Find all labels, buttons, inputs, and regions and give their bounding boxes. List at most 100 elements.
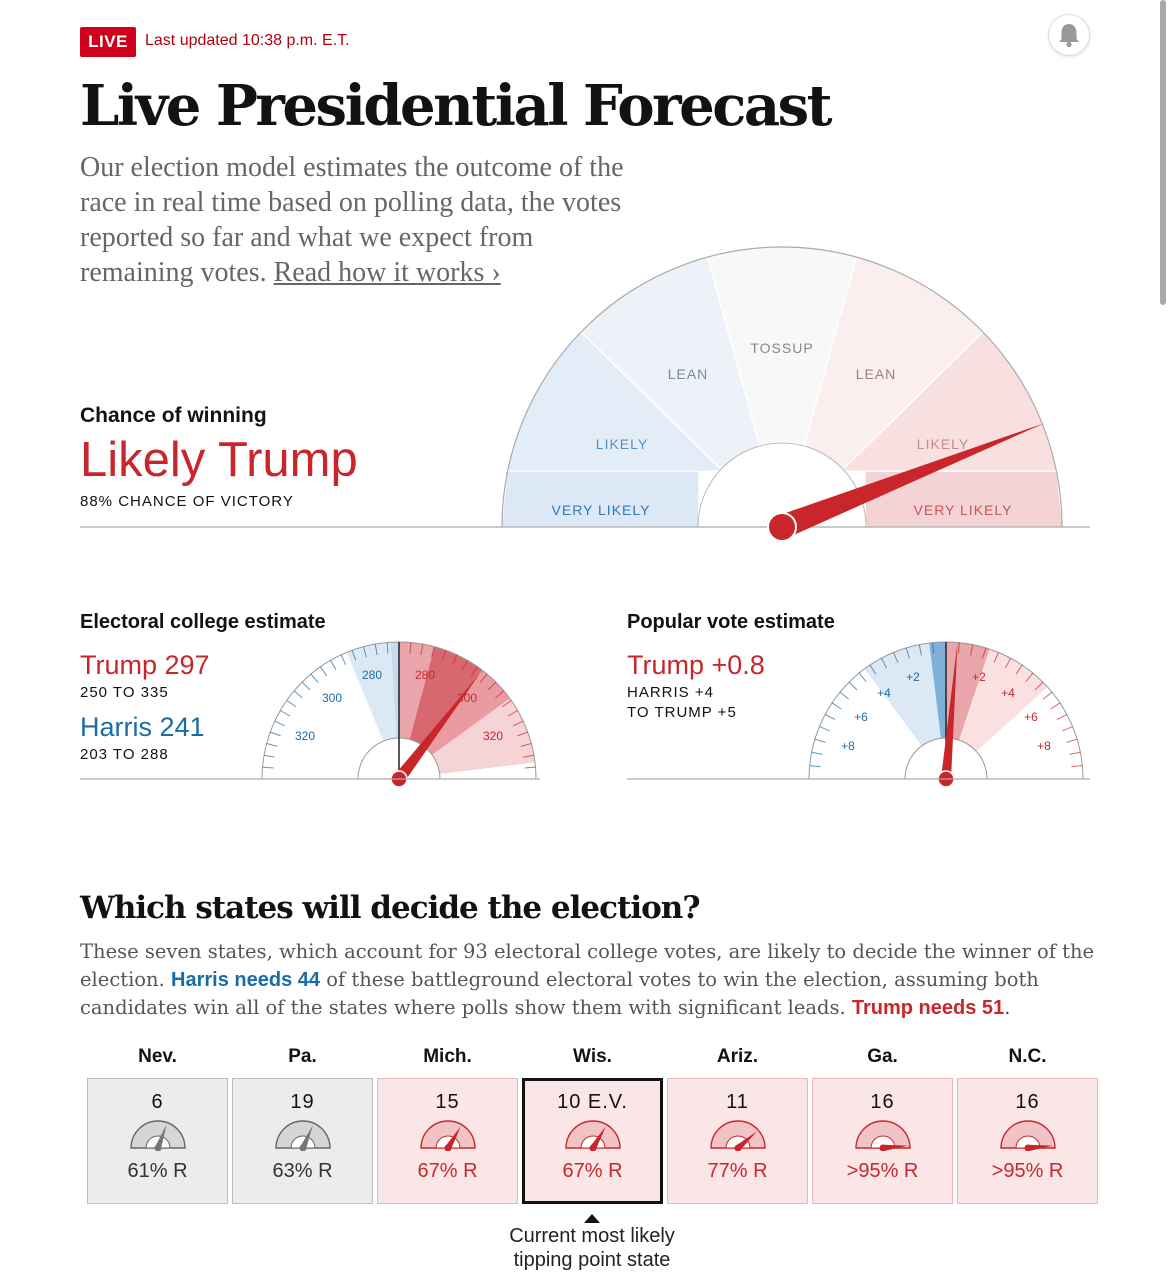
mini-gauge-needle <box>882 1144 908 1152</box>
state-electoral-votes: 11 <box>726 1091 749 1113</box>
gauge-tick <box>1004 657 1012 669</box>
gauge-tick <box>487 681 497 691</box>
state-card-nc[interactable]: N.C. 16 >95% R <box>957 1044 1098 1204</box>
pv-tick-label-left-8: +8 <box>841 739 855 753</box>
read-how-it-works-link[interactable]: Read how it works › <box>273 257 501 288</box>
chance-of-winning-value: Likely Trump <box>80 433 358 487</box>
state-box[interactable]: 16 >95% R <box>812 1078 953 1204</box>
states-section-title: Which states will decide the election? <box>80 890 700 926</box>
mini-gauge-arc <box>999 1120 1056 1149</box>
state-electoral-votes: 16 <box>870 1091 895 1113</box>
mini-gauge-pivot <box>299 1144 306 1152</box>
electoral-trump-value: Trump 297 <box>80 650 210 680</box>
trump-needs-text: Trump needs 51 <box>851 997 1005 1019</box>
ec-tick-label-left-280: 280 <box>362 668 382 682</box>
gauge-tick <box>1069 751 1081 755</box>
gauge-label-lean-trump: LEAN <box>856 366 897 382</box>
gauge-tick <box>409 642 412 654</box>
chance-gauge-needle <box>777 423 1045 539</box>
state-box[interactable]: 6 61% R <box>87 1078 228 1204</box>
gauge-tick <box>470 666 479 677</box>
states-desc-part-3: . <box>1004 996 1011 1019</box>
state-name: N.C. <box>1008 1046 1047 1067</box>
pv-tick-label-right-6: +6 <box>1024 710 1038 724</box>
state-name: Ga. <box>867 1046 898 1067</box>
popular-gauge-needle <box>941 642 958 780</box>
state-card-nev[interactable]: Nev. 6 61% R <box>87 1044 228 1204</box>
chance-of-winning-label: Chance of winning <box>80 404 267 427</box>
state-card-mich[interactable]: Mich. 15 67% R <box>377 1044 518 1204</box>
gauge-tick <box>386 642 389 654</box>
state-card-wis[interactable]: Wis. 10 E.V. 67% R <box>522 1044 663 1204</box>
gauge-sector-likely-trump <box>842 331 1057 471</box>
state-box-current-tipping-point[interactable]: 10 E.V. 67% R <box>522 1078 663 1204</box>
gauge-tick <box>918 644 922 656</box>
gauge-tick <box>824 713 836 721</box>
ec-tick-label-left-320: 320 <box>295 729 315 743</box>
intro-text: Our election model estimates the outcome… <box>80 152 624 288</box>
gauge-tick <box>839 691 849 700</box>
mini-gauge-arc <box>419 1120 476 1149</box>
gauge-tick <box>1071 765 1083 768</box>
intro-paragraph: Our election model estimates the outcome… <box>80 150 640 290</box>
pv-tick-label-left-2: +2 <box>906 670 920 684</box>
state-probability: >95% R <box>991 1160 1064 1182</box>
popular-range-line-2: TO TRUMP +5 <box>627 704 737 721</box>
popular-vote-label: Popular vote estimate <box>627 611 835 633</box>
gauge-tick <box>441 650 447 661</box>
gauge-tick <box>262 766 274 769</box>
ec-tick-label-right-300: 300 <box>457 691 477 705</box>
state-mini-gauge <box>709 1120 766 1152</box>
ec-tick-label-left-300: 300 <box>322 691 342 705</box>
popular-trump-value: Trump +0.8 <box>627 650 765 680</box>
mini-gauge-needle <box>1027 1144 1053 1152</box>
state-card-ariz[interactable]: Ariz. 11 77% R <box>667 1044 808 1204</box>
gauge-tick <box>319 666 328 677</box>
gauge-tick <box>905 647 910 659</box>
state-mini-gauge <box>274 1120 331 1152</box>
electoral-trump-range: 250 TO 335 <box>80 684 169 701</box>
state-box[interactable]: 19 63% R <box>232 1078 373 1204</box>
chance-of-victory-text: 88% CHANCE OF VICTORY <box>80 493 294 510</box>
harris-needs-text: Harris needs 44 <box>171 969 320 991</box>
state-box[interactable]: 15 67% R <box>377 1078 518 1204</box>
mini-gauge-arc <box>274 1120 331 1149</box>
bell-icon <box>1059 24 1079 48</box>
gauge-tick <box>809 765 821 768</box>
popular-vote-gauge: +8 +6 +4 +2 +2 +4 +6 +8 <box>627 641 1090 788</box>
state-box[interactable]: 11 77% R <box>667 1078 808 1204</box>
state-probability: 63% R <box>272 1160 333 1182</box>
gauge-tick <box>1025 672 1034 682</box>
state-box[interactable]: 16 >95% R <box>957 1078 1098 1204</box>
gauge-tick <box>1015 664 1023 675</box>
gauge-tick <box>932 642 935 654</box>
pv-tick-label-left-4: +4 <box>877 686 891 700</box>
gauge-tick <box>520 743 532 747</box>
page-title: Live Presidential Forecast <box>80 73 833 139</box>
state-card-ga[interactable]: Ga. 16 >95% R <box>812 1044 953 1204</box>
gauge-label-very-likely-trump: VERY LIKELY <box>914 502 1013 518</box>
last-updated-text: Last updated 10:38 p.m. E.T. <box>145 32 350 49</box>
states-section-description: These seven states, which account for 93… <box>80 938 1100 1022</box>
pv-tick-label-right-4: +4 <box>1001 686 1015 700</box>
state-name: Nev. <box>138 1046 177 1067</box>
gauge-tick <box>993 652 999 663</box>
electoral-harris-range: 203 TO 288 <box>80 746 169 763</box>
notifications-button[interactable] <box>1048 14 1090 56</box>
page-scrollbar[interactable] <box>1160 0 1166 305</box>
gauge-tick <box>461 660 468 671</box>
chance-gauge-pivot <box>767 512 797 542</box>
state-name: Mich. <box>423 1046 472 1067</box>
mini-gauge-arc <box>129 1120 186 1149</box>
gauge-tick <box>340 654 347 666</box>
mini-gauge-needle <box>589 1126 606 1150</box>
gauge-tick <box>301 681 311 691</box>
gauge-tick <box>270 731 281 737</box>
gauge-tick <box>264 754 275 758</box>
gauge-tick <box>970 644 974 656</box>
gauge-label-tossup: TOSSUP <box>750 340 813 356</box>
gauge-tick <box>431 646 435 658</box>
state-card-pa[interactable]: Pa. 19 63% R <box>232 1044 373 1204</box>
mini-gauge-needle <box>444 1126 461 1150</box>
gauge-tick <box>858 672 867 682</box>
